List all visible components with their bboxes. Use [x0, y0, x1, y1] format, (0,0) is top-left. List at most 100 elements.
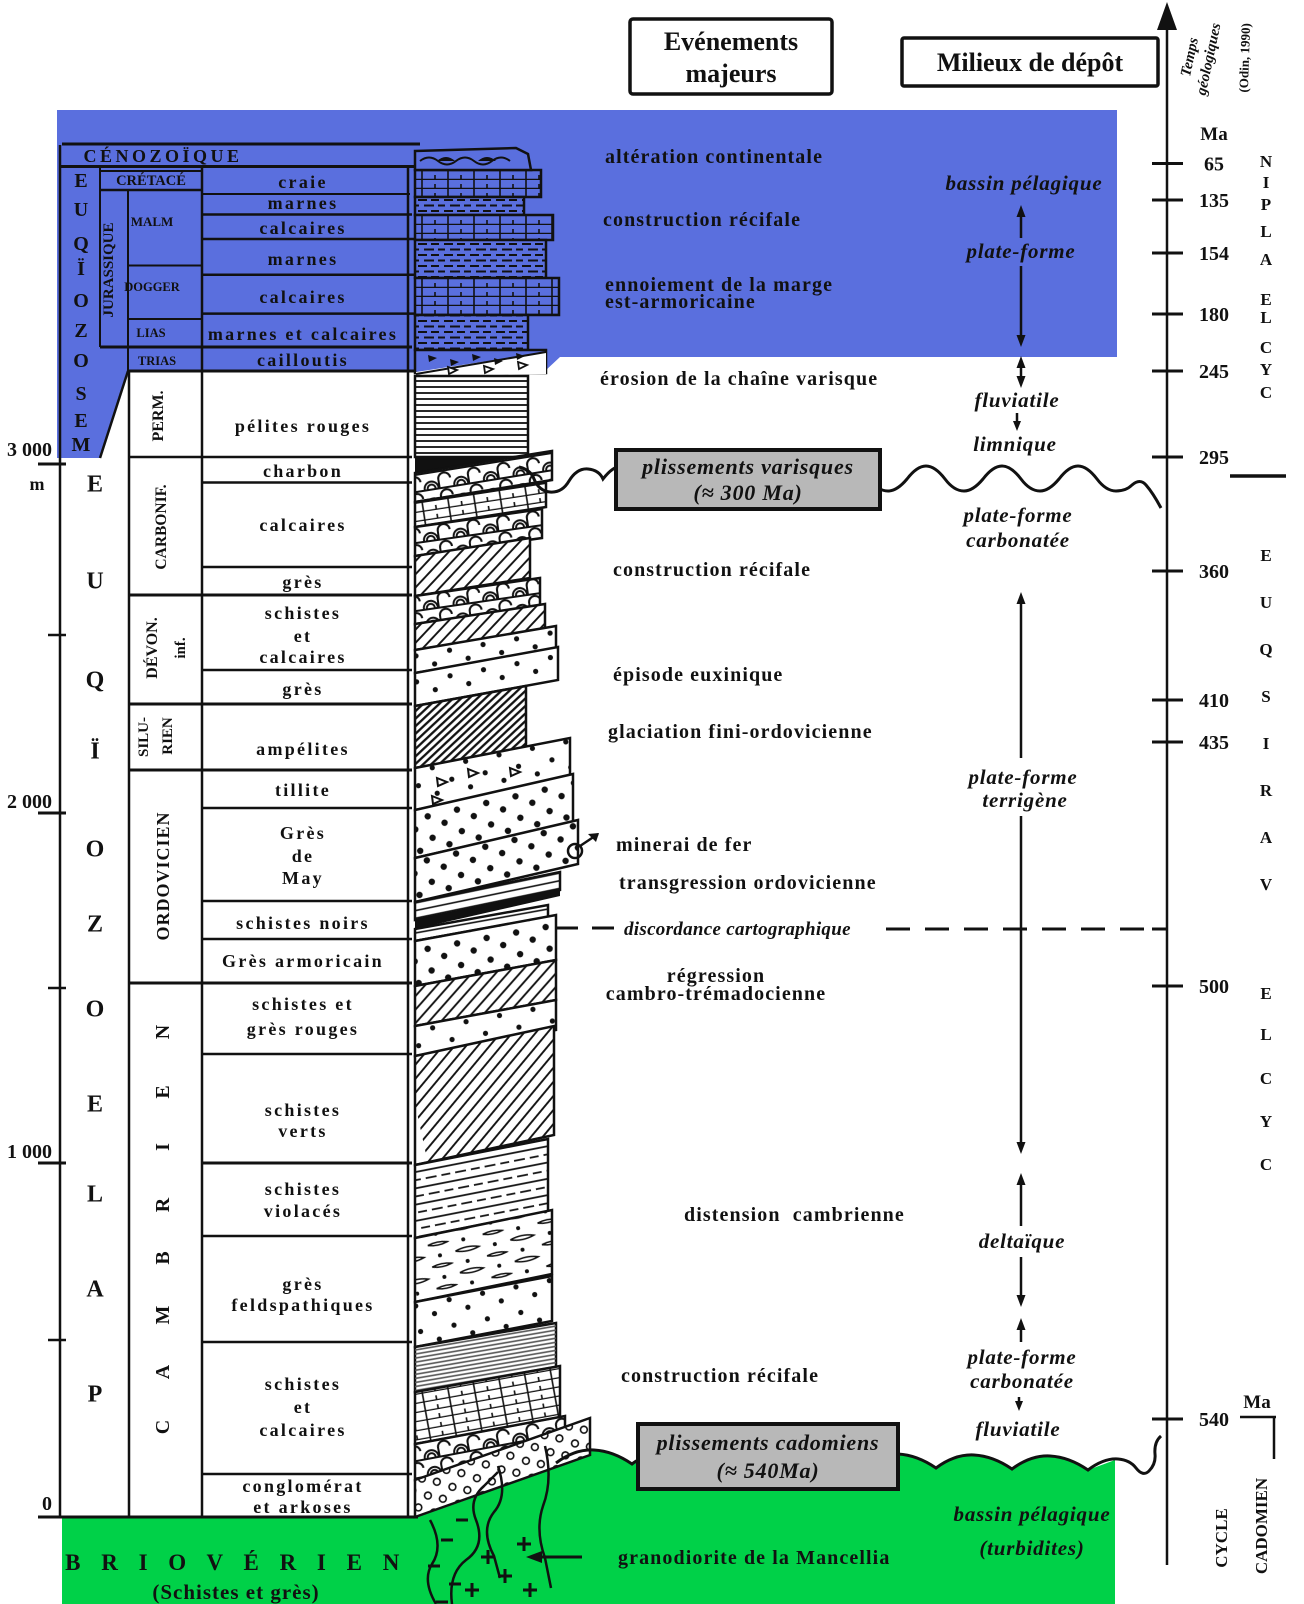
svg-text:calcaires: calcaires	[259, 647, 346, 667]
svg-text:est-armoricaine: est-armoricaine	[605, 291, 756, 313]
svg-text:0: 0	[42, 1493, 52, 1515]
svg-text:cambro-trémadocienne: cambro-trémadocienne	[606, 983, 826, 1005]
svg-text:U: U	[74, 199, 88, 221]
svg-text:E: E	[1260, 984, 1271, 1003]
svg-text:plissements varisques: plissements varisques	[640, 454, 854, 479]
svg-text:C: C	[152, 1420, 174, 1434]
svg-text:CADOMIEN: CADOMIEN	[1252, 1477, 1271, 1574]
svg-text:fluviatile: fluviatile	[975, 388, 1060, 412]
svg-text:1 000: 1 000	[7, 1141, 52, 1163]
svg-text:Y: Y	[1260, 360, 1272, 379]
svg-text:E: E	[1260, 290, 1271, 309]
svg-text:plissements cadomiens: plissements cadomiens	[655, 1430, 880, 1455]
svg-text:A: A	[152, 1364, 174, 1379]
svg-text:E: E	[87, 1091, 103, 1117]
svg-text:A: A	[1260, 828, 1273, 847]
svg-text:S: S	[1261, 687, 1270, 706]
svg-text:grès: grès	[282, 1274, 323, 1294]
svg-text:PERM.: PERM.	[150, 390, 167, 441]
svg-text:C: C	[1260, 1155, 1272, 1174]
svg-text:discordance cartographique: discordance cartographique	[624, 919, 851, 940]
svg-text:E: E	[87, 471, 103, 497]
svg-text:plate-forme: plate-forme	[961, 503, 1072, 527]
svg-text:M: M	[72, 434, 91, 456]
svg-text:ampélites: ampélites	[256, 739, 350, 759]
svg-text:B: B	[152, 1251, 174, 1264]
svg-text:245: 245	[1199, 361, 1229, 383]
svg-text:Ï: Ï	[77, 257, 85, 280]
svg-text:Grès: Grès	[280, 823, 326, 843]
svg-text:schistes: schistes	[265, 603, 341, 623]
svg-text:L: L	[1260, 222, 1271, 241]
svg-text:295: 295	[1199, 447, 1229, 469]
svg-text:inf.: inf.	[173, 637, 189, 659]
svg-text:A: A	[1260, 250, 1273, 269]
svg-text:érosion de la chaîne varisque: érosion de la chaîne varisque	[600, 368, 878, 390]
svg-text:Ï: Ï	[90, 738, 99, 764]
svg-text:U: U	[1260, 593, 1272, 612]
svg-text:A: A	[86, 1276, 104, 1302]
svg-text:grès: grès	[282, 572, 323, 592]
svg-text:N: N	[152, 1024, 174, 1039]
svg-text:DOGGER: DOGGER	[124, 280, 181, 294]
svg-text:Q: Q	[1259, 640, 1272, 659]
svg-text:V: V	[1260, 875, 1273, 894]
svg-text:360: 360	[1199, 561, 1229, 583]
svg-text:180: 180	[1199, 304, 1229, 326]
svg-text:construction récifale: construction récifale	[613, 559, 811, 581]
svg-text:E: E	[74, 170, 87, 192]
svg-text:schistes noirs: schistes noirs	[236, 913, 370, 933]
svg-text:500: 500	[1199, 976, 1229, 998]
svg-text:schistes et: schistes et	[252, 994, 354, 1014]
svg-text:M: M	[152, 1305, 174, 1324]
svg-text:plate-forme: plate-forme	[966, 765, 1077, 789]
svg-text:transgression ordovicienne: transgression ordovicienne	[619, 872, 877, 894]
svg-text:construction récifale: construction récifale	[621, 1365, 819, 1387]
svg-text:CRÉTACÉ: CRÉTACÉ	[116, 172, 186, 189]
svg-text:limnique: limnique	[973, 432, 1056, 456]
svg-text:plate-forme: plate-forme	[965, 1345, 1076, 1369]
svg-text:L: L	[1260, 1025, 1271, 1044]
svg-text:marnes: marnes	[268, 249, 339, 269]
svg-text:I: I	[1263, 734, 1270, 753]
svg-text:(turbidites): (turbidites)	[979, 1536, 1084, 1560]
svg-text:et: et	[294, 626, 313, 646]
svg-text:marnes et calcaires: marnes et calcaires	[208, 324, 398, 344]
svg-text:O: O	[73, 350, 89, 372]
svg-text:tillite: tillite	[275, 780, 331, 800]
svg-text:minerai de fer: minerai de fer	[616, 834, 752, 856]
svg-text:O: O	[86, 996, 105, 1022]
svg-text:m: m	[30, 474, 45, 494]
svg-text:May: May	[282, 868, 324, 888]
svg-text:glaciation fini-ordovicienne: glaciation fini-ordovicienne	[608, 721, 873, 743]
svg-text:Ma: Ma	[1243, 1392, 1271, 1413]
svg-text:craie: craie	[278, 172, 327, 192]
svg-text:P: P	[88, 1381, 103, 1407]
svg-text:L: L	[1260, 308, 1271, 327]
svg-text:RIEN: RIEN	[160, 717, 176, 755]
svg-text:Milieux de dépôt: Milieux de dépôt	[937, 48, 1124, 77]
svg-text:540: 540	[1199, 1409, 1229, 1431]
svg-text:(≈ 300 Ma): (≈ 300 Ma)	[693, 480, 802, 505]
svg-text:bassin pélagique: bassin pélagique	[954, 1502, 1111, 1526]
svg-text:I: I	[152, 1143, 174, 1151]
svg-text:R: R	[1260, 781, 1273, 800]
svg-text:grès rouges: grès rouges	[247, 1019, 359, 1039]
svg-text:et arkoses: et arkoses	[253, 1497, 352, 1517]
svg-text:P: P	[1261, 195, 1271, 214]
svg-text:O: O	[73, 290, 89, 312]
svg-text:ORDOVICIEN: ORDOVICIEN	[153, 811, 173, 940]
svg-text:65: 65	[1204, 154, 1224, 176]
svg-text:Z: Z	[87, 911, 103, 937]
svg-text:conglomérat: conglomérat	[242, 1476, 363, 1496]
svg-text:feldspathiques: feldspathiques	[231, 1295, 374, 1315]
svg-text:altération continentale: altération continentale	[605, 146, 823, 168]
svg-text:granodiorite de la Mancellia: granodiorite de la Mancellia	[618, 1547, 890, 1569]
svg-text:schistes: schistes	[265, 1179, 341, 1199]
svg-text:Evénements: Evénements	[664, 27, 798, 56]
svg-text:grès: grès	[282, 679, 323, 699]
svg-text:marnes: marnes	[268, 193, 339, 213]
svg-text:(Odin, 1990): (Odin, 1990)	[1236, 23, 1253, 93]
svg-text:3 000: 3 000	[7, 439, 52, 461]
svg-text:Z: Z	[74, 320, 87, 342]
